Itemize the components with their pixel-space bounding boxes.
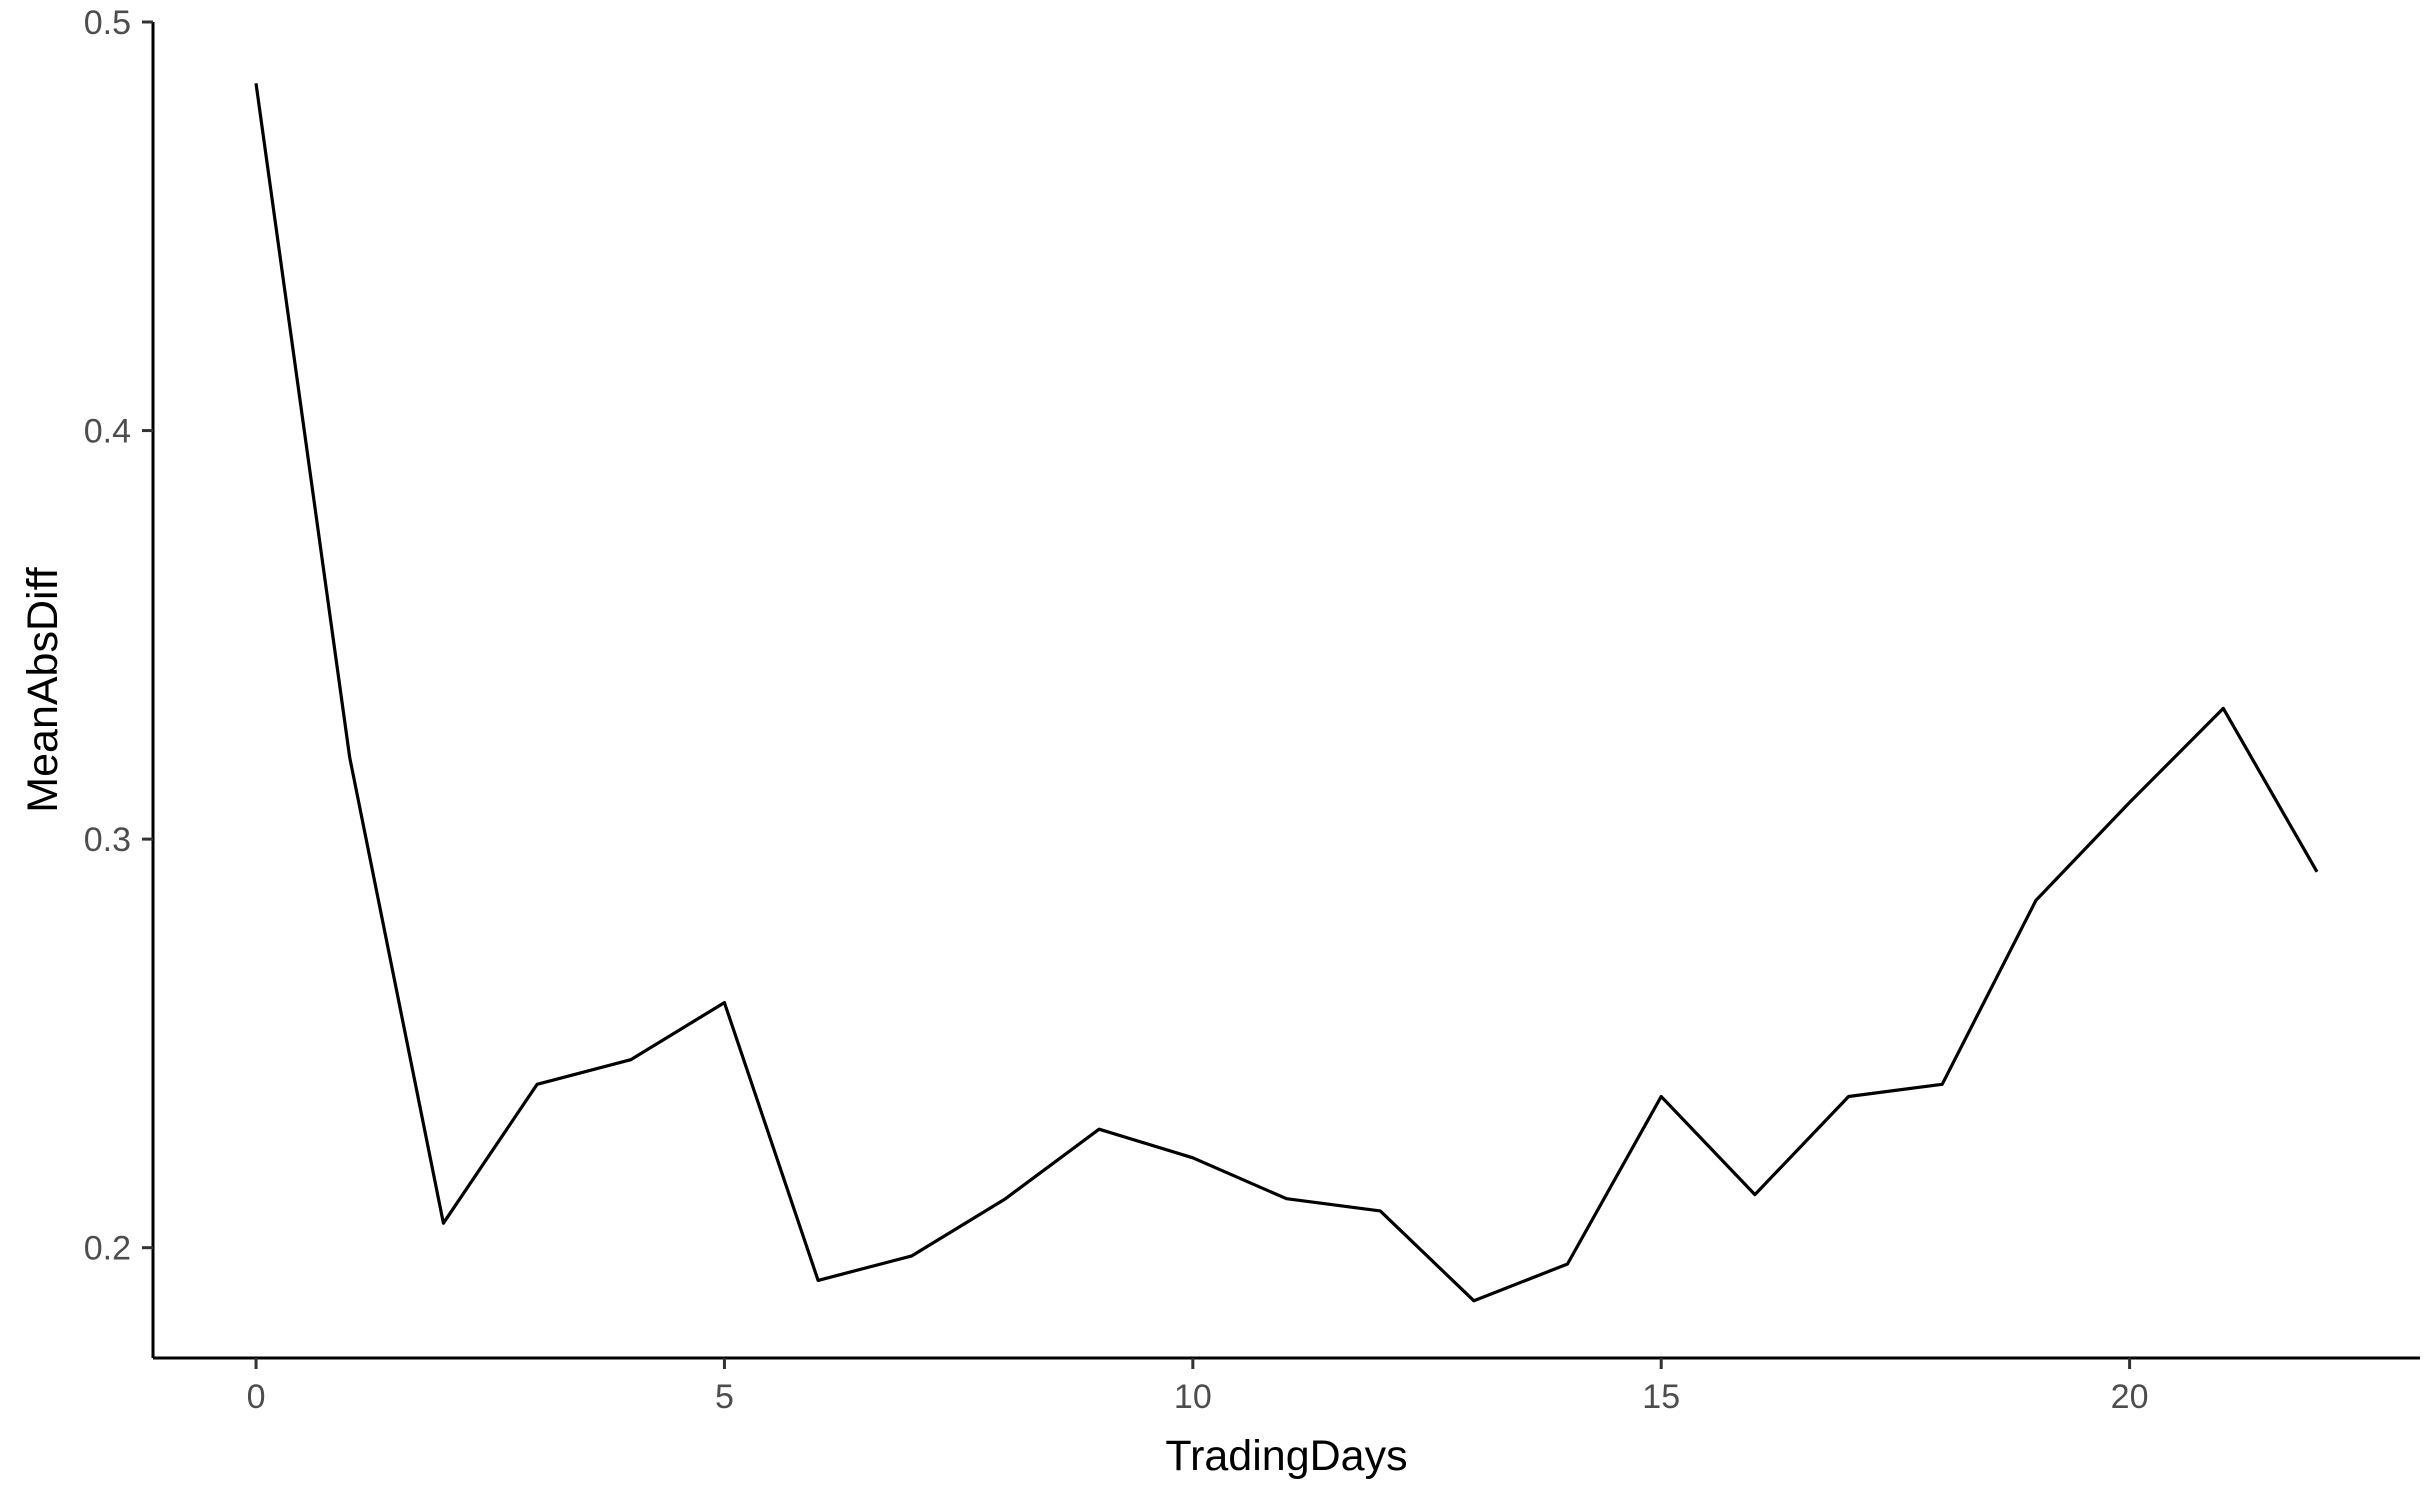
x-tick-label: 10 bbox=[1174, 1378, 1212, 1416]
y-tick-label: 0.2 bbox=[84, 1230, 131, 1268]
x-tick-label: 15 bbox=[1642, 1378, 1680, 1416]
y-tick-label: 0.5 bbox=[84, 4, 131, 42]
series-line bbox=[254, 83, 2319, 1303]
x-tick-label: 5 bbox=[715, 1378, 734, 1416]
x-tick-label: 20 bbox=[2111, 1378, 2149, 1416]
x-tick-label: 0 bbox=[247, 1378, 266, 1416]
plot-area: 0 5 10 15 20 0.2 0.3 0.4 0.5 bbox=[84, 4, 2420, 1416]
y-tick-label: 0.4 bbox=[84, 413, 131, 451]
y-axis-ticks: 0.2 0.3 0.4 0.5 bbox=[84, 4, 153, 1268]
x-axis-title: TradingDays bbox=[1165, 1432, 1407, 1480]
series-layer bbox=[254, 83, 2319, 1303]
y-axis-title: MeanAbsDiff bbox=[19, 566, 67, 812]
y-tick-label: 0.3 bbox=[84, 821, 131, 859]
x-axis-ticks: 0 5 10 15 20 bbox=[247, 1358, 2149, 1416]
